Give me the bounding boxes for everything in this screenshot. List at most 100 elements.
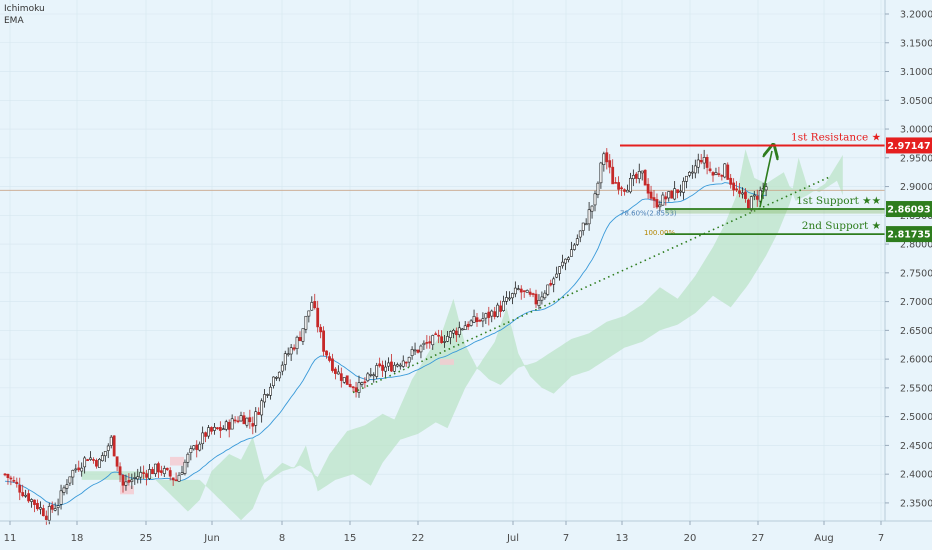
candle-body	[596, 182, 600, 196]
candle-up	[593, 190, 597, 212]
candle-up	[552, 276, 556, 293]
candle-body	[434, 333, 438, 336]
candle-down	[112, 435, 116, 457]
candle-body	[89, 457, 92, 460]
candle-up	[758, 186, 762, 205]
candle-up	[510, 292, 514, 305]
candle-up	[602, 151, 606, 172]
candle-body	[490, 310, 494, 317]
y-tick-label: 2.65000	[900, 326, 932, 337]
candle-down	[522, 290, 526, 298]
y-tick-label: 2.45000	[900, 441, 932, 452]
candle-body	[569, 249, 573, 257]
candle-down	[664, 192, 668, 206]
candle-up	[685, 175, 688, 189]
candle-body	[499, 305, 503, 312]
candle-up	[304, 315, 308, 334]
candle-body	[115, 456, 119, 467]
candle-body	[664, 196, 668, 200]
candle-up	[658, 200, 662, 212]
candle-up	[525, 289, 529, 293]
candle-down	[251, 416, 255, 435]
candle-body	[720, 175, 724, 177]
candle-up	[764, 182, 768, 197]
candle-down	[216, 426, 219, 430]
candle-body	[360, 382, 364, 385]
candle-body	[425, 342, 429, 344]
x-tick-label: 11	[4, 533, 17, 544]
candle-body	[133, 477, 137, 479]
candle-body	[183, 461, 187, 474]
candle-up	[53, 502, 57, 512]
candle-body	[708, 168, 712, 172]
candle-up	[513, 281, 517, 298]
candle-down	[726, 162, 730, 180]
candle-body	[112, 435, 116, 457]
candle-body	[304, 315, 308, 330]
candle-up	[272, 376, 275, 389]
candle-body	[637, 171, 641, 180]
candle-body	[552, 278, 556, 285]
candle-up	[431, 334, 435, 350]
candle-body	[12, 480, 16, 482]
candle-body	[673, 188, 677, 200]
candle-body	[6, 473, 10, 478]
y-tick-label: 2.95000	[900, 153, 932, 164]
candle-down	[416, 349, 420, 354]
candle-body	[80, 467, 84, 472]
candle-body	[174, 479, 178, 482]
candle-down	[437, 329, 441, 344]
candle-body	[186, 453, 190, 463]
candle-down	[676, 189, 680, 199]
candle-body	[103, 451, 107, 457]
candle-body	[513, 287, 517, 295]
candle-body	[280, 364, 284, 372]
candle-body	[168, 470, 172, 477]
candle-body	[431, 335, 435, 346]
candle-down	[142, 465, 146, 479]
candle-down	[171, 477, 175, 486]
candle-body	[204, 432, 208, 437]
candle-down	[378, 357, 382, 368]
candle-body	[286, 353, 290, 356]
candle-body	[478, 319, 482, 322]
candle-body	[525, 290, 529, 293]
y-tick-label: 3.10000	[900, 67, 932, 78]
candle-body	[752, 194, 756, 197]
candle-body	[331, 358, 334, 371]
candle-down	[204, 431, 208, 443]
indicator-label-ema[interactable]: EMA	[4, 16, 24, 26]
candle-body	[463, 325, 467, 330]
candle-down	[348, 379, 352, 388]
x-tick-label: 18	[71, 533, 84, 544]
candle-body	[741, 192, 744, 195]
candle-down	[549, 279, 553, 287]
price-axis-background	[885, 0, 932, 550]
candle-down	[227, 419, 231, 438]
candle-body	[363, 381, 367, 384]
candle-down	[428, 335, 432, 349]
candle-up	[667, 190, 671, 202]
candle-down	[145, 469, 149, 486]
candle-down	[735, 181, 739, 192]
y-tick-label: 2.80000	[900, 240, 932, 251]
x-tick-label: 20	[684, 533, 697, 544]
x-tick-label: 27	[752, 533, 765, 544]
candle-down	[454, 327, 458, 342]
candle-body	[449, 331, 452, 338]
candle-down	[487, 306, 491, 326]
candle-up	[575, 234, 579, 247]
candle-body	[348, 383, 352, 388]
candle-body	[404, 361, 408, 364]
y-tick-label: 2.35000	[900, 498, 932, 509]
candle-down	[12, 476, 16, 483]
candle-up	[136, 468, 140, 484]
candle-body	[454, 330, 458, 336]
candle-up	[100, 452, 104, 462]
candle-body	[251, 423, 255, 427]
candle-body	[257, 412, 261, 415]
candle-body	[534, 293, 538, 305]
candle-body	[437, 334, 441, 337]
indicator-label-ichimoku[interactable]: Ichimoku	[4, 4, 45, 14]
